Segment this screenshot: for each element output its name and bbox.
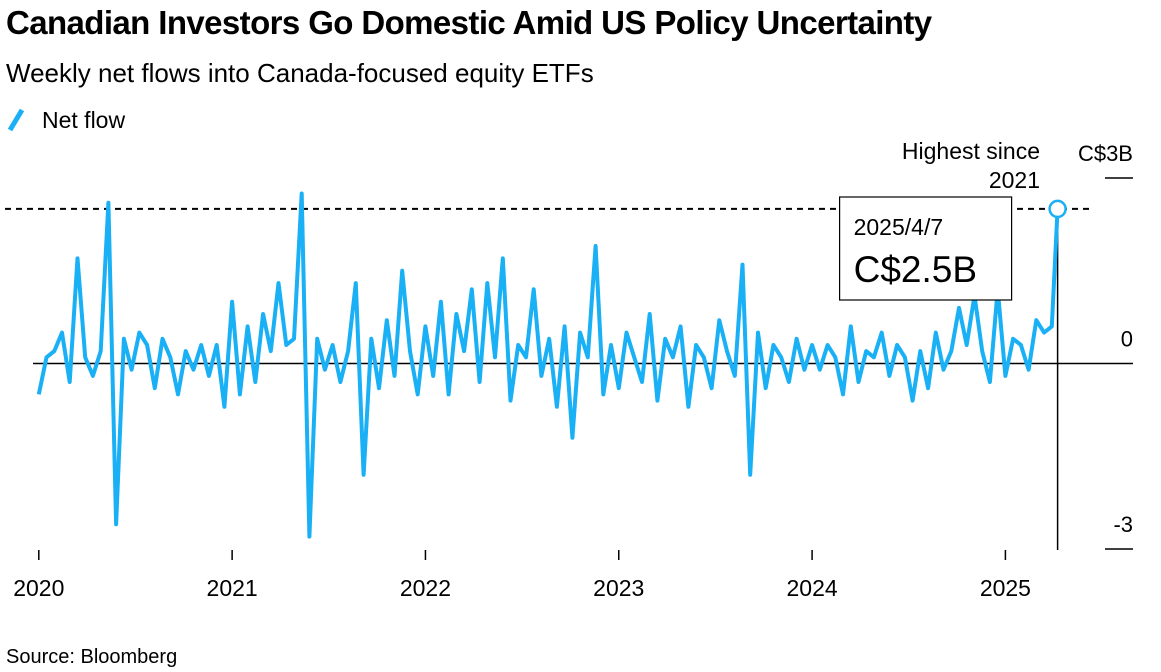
value-label: C$2.5B [854,249,977,290]
legend-label: Net flow [42,107,125,133]
y-tick-label: C$3B [1078,141,1133,166]
chart-subtitle: Weekly net flows into Canada-focused equ… [6,58,594,88]
y-tick-label: -3 [1113,512,1133,537]
data-line [36,191,1060,539]
x-tick-label: 2020 [13,575,64,601]
highlight-point [1048,199,1067,219]
x-tick-label: 2022 [400,575,451,601]
chart-title: Canadian Investors Go Domestic Amid US P… [6,4,933,41]
legend-swatch [7,108,25,132]
x-tick-label: 2024 [787,575,838,601]
source: Source: Bloomberg [6,646,177,668]
x-tick-label: 2021 [207,575,258,601]
annotation: Highest since 2021 [901,138,1040,193]
x-tick-label: 2023 [593,575,644,601]
y-tick-label: 0 [1121,327,1133,352]
annotation-box: Highest since 2021 [901,138,1040,193]
callout-box [839,196,1013,301]
callout-date: 2025/4/7 [854,214,944,240]
x-tick-label: 2025 [980,575,1031,601]
